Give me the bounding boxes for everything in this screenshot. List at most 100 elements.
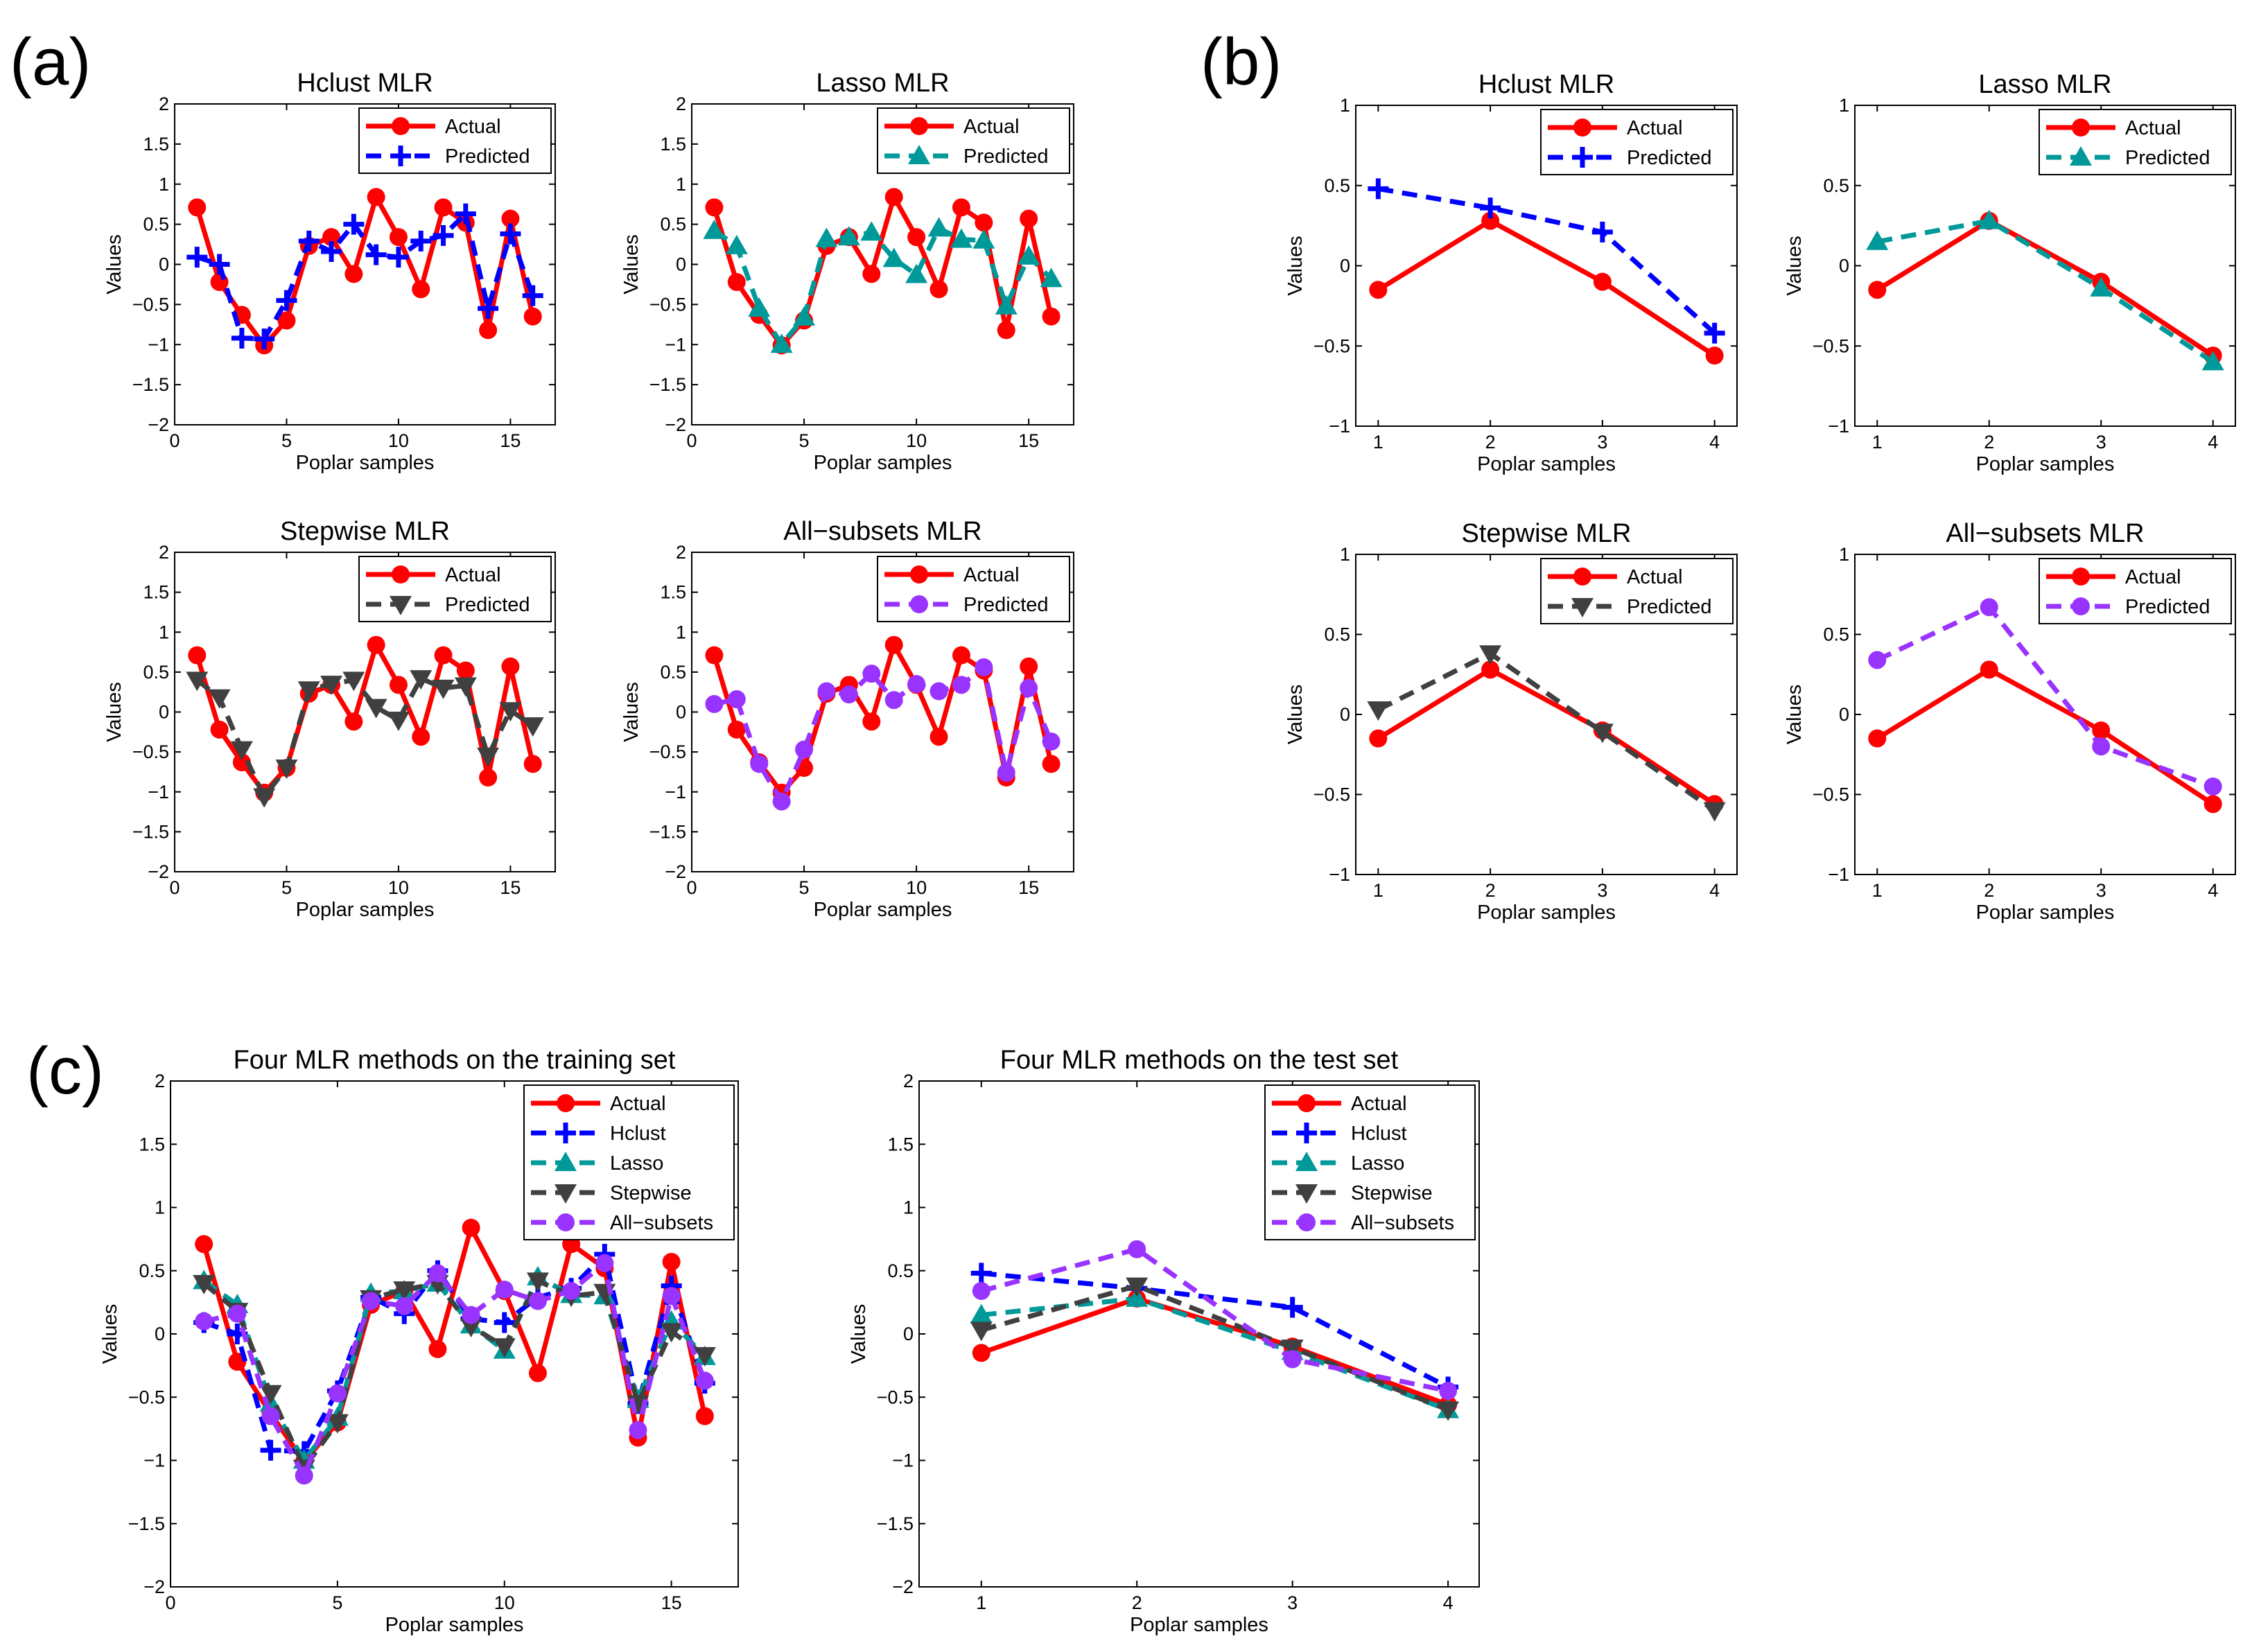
data-point-allsubsets: [295, 1466, 313, 1485]
data-point-actual: [952, 198, 970, 217]
data-point-lasso: [1040, 267, 1063, 288]
chart-title: Stepwise MLR: [1462, 519, 1632, 548]
data-point-allsubsets: [662, 1287, 681, 1306]
y-axis-label: Values: [620, 234, 643, 295]
legend-marker-allsubsets: [910, 595, 928, 613]
series-line-actual: [980, 1296, 1449, 1407]
x-tick-label: 4: [1443, 1592, 1454, 1613]
y-tick-label: −1.5: [877, 1513, 914, 1534]
x-axis-label: Poplar samples: [296, 899, 435, 921]
data-point-actual: [1481, 660, 1500, 679]
data-point-allsubsets: [228, 1304, 247, 1323]
data-point-actual: [929, 280, 948, 299]
x-tick-label: 10: [906, 430, 927, 451]
legend-marker-actual: [392, 565, 410, 583]
data-point-stepwise: [393, 1281, 416, 1301]
y-tick-label: −1: [143, 1450, 165, 1471]
data-point-lasso: [995, 295, 1018, 315]
data-point-hclust: [1282, 1297, 1303, 1318]
y-tick-label: 0: [1340, 256, 1350, 276]
data-point-allsubsets: [428, 1264, 447, 1283]
y-tick-label: 1: [903, 1197, 914, 1218]
data-point-allsubsets: [261, 1407, 280, 1425]
chart-2: Lasso MLR 0 5 10 15 −2 −1.5 −1 −0.5 0 0.5 1 1.5 2 Popl…: [620, 69, 1074, 474]
y-tick-label: −0.5: [132, 741, 169, 762]
y-tick-label: 1: [155, 1197, 165, 1218]
data-point-lasso: [905, 263, 928, 283]
series-stepwise: [970, 1277, 1460, 1421]
data-point-stepwise: [1437, 1401, 1460, 1421]
series-line-stepwise: [202, 1278, 706, 1470]
data-point-lasso: [748, 297, 771, 317]
data-point-actual: [479, 321, 498, 340]
data-point-stepwise: [693, 1347, 716, 1367]
legend: Actual Predicted: [2039, 109, 2232, 175]
y-tick-label: 0.5: [143, 662, 169, 683]
legend-label: Lasso: [610, 1152, 663, 1175]
legend-marker-actual: [557, 1094, 575, 1112]
chart-title: Four MLR methods on the training set: [234, 1046, 676, 1075]
data-point-allsubsets: [328, 1384, 347, 1403]
x-tick-label: 5: [281, 877, 292, 898]
data-point-actual: [1369, 281, 1388, 299]
y-tick-label: −0.5: [1313, 335, 1350, 356]
data-point-actual: [367, 635, 385, 654]
x-tick-label: 1: [1373, 880, 1384, 901]
legend-label: Actual: [963, 116, 1020, 138]
data-point-allsubsets: [929, 682, 948, 701]
x-tick-label: 5: [799, 430, 810, 451]
x-tick-label: 0: [169, 430, 180, 451]
data-point-lasso: [950, 228, 972, 248]
data-point-lasso: [860, 221, 883, 241]
y-tick-label: 1: [1340, 544, 1350, 565]
data-point-actual: [210, 720, 229, 739]
data-point-allsubsets: [907, 675, 926, 694]
data-point-actual: [1020, 209, 1038, 228]
data-point-stepwise: [410, 670, 433, 690]
y-tick-label: 0.5: [143, 214, 169, 235]
data-point-allsubsets: [528, 1292, 547, 1310]
series-line-hclust: [203, 1251, 708, 1455]
data-point-hclust: [1704, 322, 1725, 344]
data-point-lasso: [837, 226, 860, 246]
legend: Actual Hclust Lasso Stepwise All−subsets: [1264, 1084, 1476, 1240]
legend-label: Hclust: [610, 1123, 666, 1145]
data-point-lasso: [972, 229, 995, 249]
x-axis-label: Poplar samples: [1477, 453, 1616, 475]
data-point-actual: [1042, 307, 1060, 326]
y-tick-label: 1: [1839, 95, 1849, 116]
data-point-allsubsets: [952, 676, 970, 694]
chart-title: All−subsets MLR: [1946, 519, 2144, 548]
data-point-hclust: [254, 328, 275, 350]
series-lasso: [703, 217, 1063, 353]
chart-4: All−subsets MLR 0 5 10 15 −2 −1.5 −1 −0.5 0 0.5 1 1.…: [620, 517, 1074, 921]
data-point-stepwise: [1591, 723, 1614, 744]
data-point-hclust: [1480, 197, 1501, 219]
data-point-stepwise: [521, 717, 544, 737]
y-axis-label: Values: [1284, 685, 1307, 745]
data-point-actual: [705, 646, 724, 665]
data-point-actual: [479, 768, 498, 787]
legend-marker-stepwise: [555, 1184, 577, 1204]
x-tick-label: 5: [799, 877, 810, 898]
y-tick-label: 1: [676, 174, 686, 195]
x-tick-label: 5: [281, 430, 292, 451]
data-point-actual: [232, 753, 251, 772]
data-point-lasso: [1866, 230, 1889, 250]
series-actual: [1868, 211, 2222, 365]
data-point-actual: [727, 272, 746, 291]
y-tick-label: −1: [665, 782, 686, 802]
data-point-allsubsets: [884, 691, 903, 710]
x-tick-label: 10: [388, 877, 409, 898]
data-point-allsubsets: [1980, 598, 1998, 617]
legend: Actual Hclust Lasso Stepwise All−subsets: [523, 1084, 735, 1240]
legend-marker-lasso: [908, 145, 930, 164]
y-axis-label: Values: [1783, 685, 1806, 745]
data-point-stepwise: [259, 1385, 282, 1405]
y-tick-label: 2: [676, 542, 686, 563]
data-point-hclust: [209, 254, 230, 275]
y-tick-label: −1: [665, 334, 686, 355]
legend-label: Actual: [963, 564, 1020, 586]
data-point-stepwise: [342, 671, 365, 692]
legend: Actual Predicted: [358, 556, 552, 622]
